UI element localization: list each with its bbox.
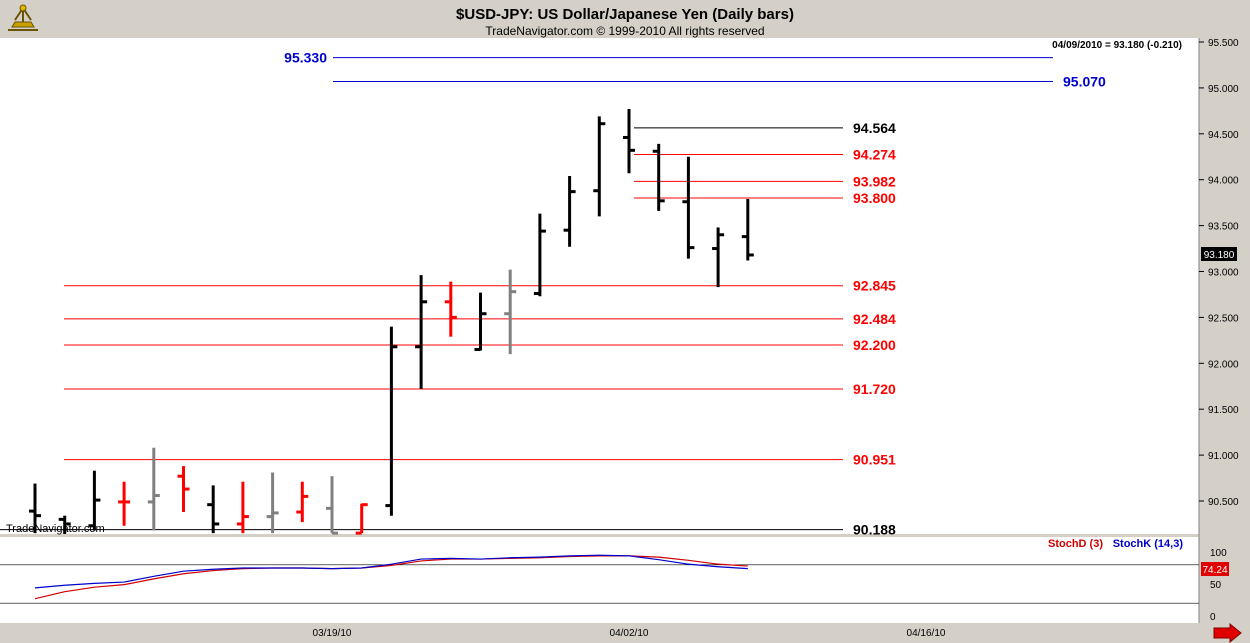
indicator-reference-lines [0, 564, 1199, 604]
ohlc-bar [504, 269, 517, 355]
indicator-axis: 100 50 0 [1210, 548, 1227, 623]
ohlc-bar [563, 176, 576, 247]
price-level-label: 93.982 [853, 173, 896, 189]
date-tick-label: 04/02/10 [610, 628, 649, 639]
price-tick-label: 92.500 [1208, 313, 1239, 324]
ohlc-bar [266, 472, 279, 534]
price-tick-label: 90.500 [1208, 497, 1239, 508]
ohlc-bar [444, 281, 457, 337]
price-level-label: 90.951 [853, 452, 896, 468]
price-level-label: 91.720 [853, 381, 896, 397]
stochd-legend: StochD (3) [1048, 538, 1103, 550]
price-level-label: 95.330 [284, 50, 327, 66]
price-level-label: 94.564 [853, 120, 896, 136]
ohlc-bar [207, 485, 220, 534]
date-tick-label: 04/16/10 [907, 628, 946, 639]
scroll-right-arrow-icon[interactable] [1213, 622, 1242, 643]
stochastic-lines [34, 554, 748, 600]
ohlc-bar [415, 275, 428, 390]
last-price-info: 04/09/2010 = 93.180 (-0.210) [1052, 40, 1182, 51]
price-level-label: 92.200 [853, 337, 896, 353]
ohlc-bar [682, 156, 695, 259]
ohlc-bar [147, 447, 160, 531]
watermark: TradeNavigator.com [6, 523, 105, 535]
price-level-label: 95.070 [1063, 73, 1106, 89]
ohlc-bar [652, 143, 665, 211]
indicator-tick-label: 100 [1210, 548, 1227, 559]
date-axis: 03/19/10 04/02/10 04/16/10 [313, 628, 946, 639]
ohlc-bar [118, 481, 131, 526]
price-tick-label: 95.000 [1208, 84, 1239, 95]
price-tick-label: 93.500 [1208, 222, 1239, 233]
price-level-label: 90.188 [853, 522, 896, 538]
ohlc-bar [88, 470, 101, 531]
ohlc-bar [741, 198, 754, 261]
price-tick-label: 94.000 [1208, 176, 1239, 187]
chart-title: $USD-JPY: US Dollar/Japanese Yen (Daily … [456, 6, 794, 23]
price-axis: 90.500 91.000 91.500 92.000 92.500 93.000 93.5… [1199, 38, 1239, 508]
ohlc-bar [296, 481, 309, 523]
indicator-tick-label: 50 [1210, 580, 1222, 591]
ohlc-bar [474, 292, 487, 352]
price-level-label: 93.800 [853, 190, 896, 206]
ohlc-bar [623, 109, 635, 174]
ohlc-bar [236, 481, 249, 534]
ohlc-bar [385, 326, 398, 516]
price-tick-label: 94.500 [1208, 130, 1239, 141]
stochk-legend: StochK (14,3) [1113, 538, 1184, 550]
price-tick-label: 91.500 [1208, 405, 1239, 416]
stochk-line [34, 554, 748, 589]
price-tick-label: 91.000 [1208, 451, 1239, 462]
price-level-label: 92.484 [853, 311, 896, 327]
last-price-tag-text: 93.180 [1204, 250, 1235, 261]
last-stoch-tag: 74.24 [1201, 562, 1229, 576]
indicator-panel [0, 537, 1199, 623]
date-tick-label: 03/19/10 [313, 628, 352, 639]
ohlc-bar [29, 483, 41, 534]
ohlc-bar [58, 515, 71, 534]
price-tick-label: 93.000 [1208, 268, 1239, 279]
price-tick-label: 95.500 [1208, 38, 1239, 49]
ohlc-bar [533, 213, 546, 297]
price-tick-label: 92.000 [1208, 359, 1239, 370]
ohlc-bars [29, 109, 754, 535]
copyright-text: TradeNavigator.com © 1999-2010 All right… [485, 24, 764, 38]
price-level-label: 92.845 [853, 278, 896, 294]
ohlc-bar [593, 116, 606, 217]
last-stoch-tag-text: 74.24 [1202, 565, 1227, 576]
indicator-tick-label: 0 [1210, 612, 1216, 623]
ohlc-bar [177, 466, 190, 513]
ohlc-bar [355, 503, 368, 535]
last-price-tag: 93.180 [1201, 247, 1237, 261]
price-level-label: 94.274 [853, 147, 896, 163]
ohlc-bar [712, 227, 725, 288]
sextant-logo-icon[interactable] [8, 4, 38, 31]
ohlc-bar [326, 476, 338, 535]
